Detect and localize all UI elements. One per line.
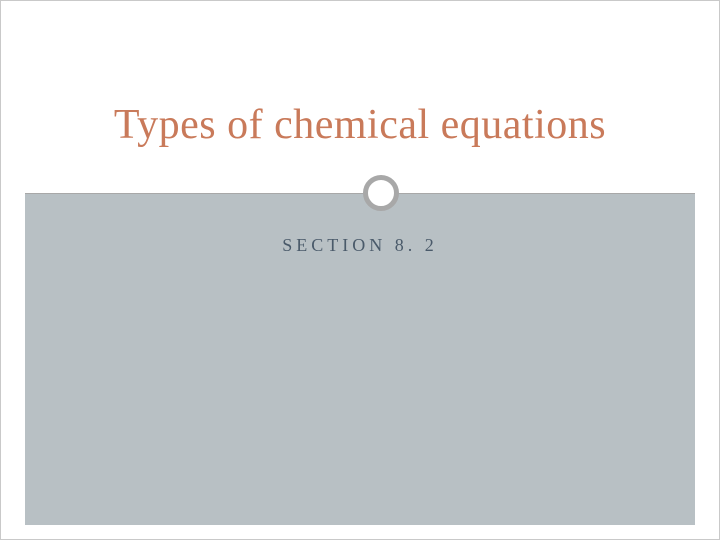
divider-line: [25, 193, 695, 194]
slide: Types of chemical equations SECTION 8. 2: [0, 0, 720, 540]
circle-accent: [363, 175, 399, 211]
slide-subtitle: SECTION 8. 2: [1, 235, 719, 256]
slide-title: Types of chemical equations: [1, 101, 719, 149]
